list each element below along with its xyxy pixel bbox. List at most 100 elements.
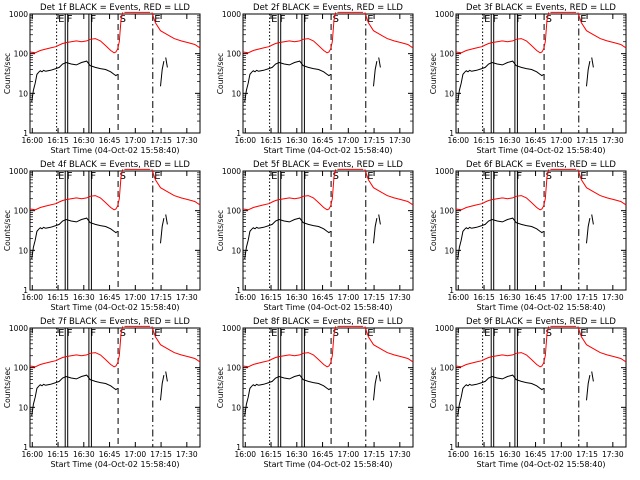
marker-label: F xyxy=(90,171,96,182)
marker-label: F xyxy=(493,14,499,25)
marker-label: F xyxy=(67,328,73,339)
series-lld xyxy=(151,169,201,206)
panel-title: Det 5f BLACK = Events, RED = LLD xyxy=(253,160,403,170)
plot-frame xyxy=(29,170,201,291)
series-lld xyxy=(577,326,627,363)
x-tick-label: 17:00 xyxy=(125,293,147,302)
series-events xyxy=(258,217,331,234)
x-tick-label: 16:00 xyxy=(447,450,469,459)
y-tick-label: 1 xyxy=(23,129,28,138)
x-tick-label: 17:00 xyxy=(551,293,573,302)
y-tick-label: 1 xyxy=(449,443,454,452)
x-tick-label: 16:30 xyxy=(286,293,308,302)
y-tick-label: 100 xyxy=(227,364,242,373)
x-tick-label: 17:15 xyxy=(363,293,385,302)
series-lld xyxy=(455,12,550,54)
series-events xyxy=(160,218,165,244)
x-tick-label: 16:30 xyxy=(286,450,308,459)
panel-det-9: Det 9f BLACK = Events, RED = LLD 1 10 100 10… xyxy=(429,317,627,469)
x-tick-label: 16:45 xyxy=(99,450,121,459)
x-tick-label: 17:30 xyxy=(389,136,411,145)
y-tick-label: 1000 xyxy=(9,10,28,19)
y-tick-label: 10 xyxy=(444,89,454,98)
y-tick-label: 1000 xyxy=(9,324,28,333)
x-axis-label: Start Time (04-Oct-02 15:58:40) xyxy=(50,303,179,312)
series-events xyxy=(378,57,381,68)
panel-det-2: Det 2f BLACK = Events, RED = LLD 1 10 100 10… xyxy=(216,3,414,155)
marker-label: E xyxy=(154,14,160,25)
panel-det-8: Det 8f BLACK = Events, RED = LLD 1 10 100 10… xyxy=(216,317,414,469)
series-lld xyxy=(151,326,201,363)
y-axis-label: Counts/sec xyxy=(3,367,12,408)
series-events xyxy=(160,61,165,87)
marker-label: S xyxy=(333,171,339,182)
marker-label: F xyxy=(280,171,286,182)
marker-label: F xyxy=(67,14,73,25)
y-tick-label: 10 xyxy=(231,89,241,98)
y-tick-label: 10 xyxy=(18,403,28,412)
panel-det-4: Det 4f BLACK = Events, RED = LLD 1 10 100 10… xyxy=(3,160,201,312)
x-tick-label: 17:30 xyxy=(602,450,624,459)
series-events xyxy=(471,217,544,234)
marker-label: E xyxy=(580,328,586,339)
y-tick-label: 100 xyxy=(440,50,455,59)
plot-frame xyxy=(242,170,414,291)
series-events xyxy=(457,226,472,260)
y-tick-label: 100 xyxy=(440,207,455,216)
marker-label: E xyxy=(154,171,160,182)
series-lld xyxy=(242,326,337,368)
y-axis-label: Counts/sec xyxy=(3,53,12,94)
marker-label: S xyxy=(120,14,126,25)
panel-title: Det 3f BLACK = Events, RED = LLD xyxy=(466,3,616,13)
y-axis-label: Counts/sec xyxy=(216,367,225,408)
y-tick-label: 1000 xyxy=(222,10,241,19)
marker-label: F xyxy=(493,171,499,182)
marker-label: E xyxy=(271,171,277,182)
series-events xyxy=(45,60,118,77)
x-axis-label: Start Time (04-Oct-02 15:58:40) xyxy=(50,146,179,155)
series-events xyxy=(591,57,594,68)
x-tick-label: 17:15 xyxy=(150,450,172,459)
plot-frame xyxy=(455,170,627,291)
x-tick-label: 16:30 xyxy=(499,293,521,302)
x-tick-label: 17:30 xyxy=(602,136,624,145)
series-events xyxy=(586,375,591,401)
y-axis-label: Counts/sec xyxy=(429,367,438,408)
y-tick-label: 10 xyxy=(444,246,454,255)
y-axis-label: Counts/sec xyxy=(3,210,12,251)
series-lld xyxy=(29,12,124,54)
series-events xyxy=(31,383,46,417)
x-axis-label: Start Time (04-Oct-02 15:58:40) xyxy=(263,460,392,469)
panel-title: Det 7f BLACK = Events, RED = LLD xyxy=(40,317,190,327)
x-tick-label: 17:00 xyxy=(551,136,573,145)
x-tick-label: 16:45 xyxy=(99,136,121,145)
y-axis-label: Counts/sec xyxy=(216,53,225,94)
y-axis-label: Counts/sec xyxy=(429,210,438,251)
panel-det-6: Det 6f BLACK = Events, RED = LLD 1 10 100 10… xyxy=(429,160,627,312)
marker-label: F xyxy=(280,14,286,25)
series-events xyxy=(258,60,331,77)
marker-label: E xyxy=(367,14,373,25)
plot-frame xyxy=(29,13,201,134)
y-tick-label: 100 xyxy=(14,207,29,216)
x-tick-label: 16:00 xyxy=(21,136,43,145)
y-tick-label: 100 xyxy=(440,364,455,373)
series-events xyxy=(373,218,378,244)
plot-frame xyxy=(242,327,414,448)
x-tick-label: 17:15 xyxy=(150,293,172,302)
panel-title: Det 2f BLACK = Events, RED = LLD xyxy=(253,3,403,13)
x-tick-label: 17:15 xyxy=(576,293,598,302)
y-tick-label: 1 xyxy=(23,443,28,452)
panel-det-5: Det 5f BLACK = Events, RED = LLD 1 10 100 10… xyxy=(216,160,414,312)
series-lld xyxy=(577,169,627,206)
x-tick-label: 16:15 xyxy=(47,293,69,302)
series-events xyxy=(160,375,165,401)
x-tick-label: 16:00 xyxy=(234,136,256,145)
marker-label: E xyxy=(484,328,490,339)
y-tick-label: 1000 xyxy=(435,167,454,176)
y-tick-label: 1 xyxy=(236,286,241,295)
x-tick-label: 17:30 xyxy=(602,293,624,302)
y-tick-label: 100 xyxy=(227,207,242,216)
marker-label: E xyxy=(367,171,373,182)
